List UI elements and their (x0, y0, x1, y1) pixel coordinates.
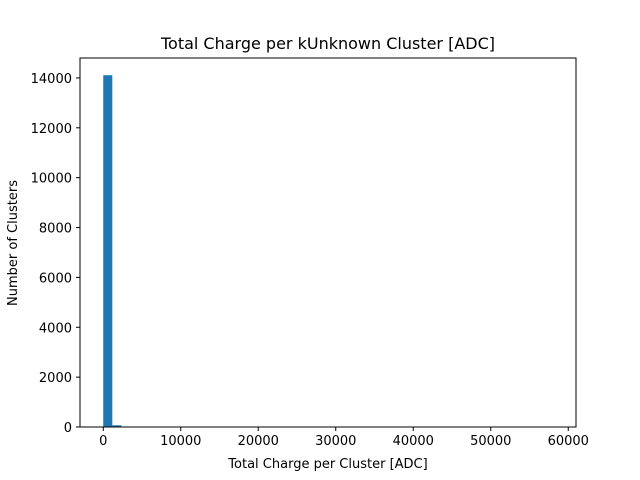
y-tick-label: 2000 (39, 371, 72, 386)
x-tick-label: 50000 (470, 434, 511, 449)
x-tick-label: 10000 (160, 434, 201, 449)
plot-frame (79, 57, 577, 428)
chart-title: Total Charge per kUnknown Cluster [ADC] (160, 34, 495, 53)
y-axis-ticks: 0 2000 4000 6000 8000 10000 12000 14000 (31, 72, 80, 436)
y-tick-label: 0 (64, 421, 72, 436)
y-axis-label: Number of Clusters (6, 180, 21, 306)
y-tick-label: 8000 (39, 222, 72, 237)
y-tick-label: 14000 (31, 72, 72, 87)
bars-group (103, 75, 140, 428)
x-tick-label: 0 (99, 434, 107, 449)
y-tick-label: 10000 (31, 172, 72, 187)
x-tick-label: 30000 (315, 434, 356, 449)
x-axis-ticks: 0 10000 20000 30000 40000 50000 60000 (99, 427, 589, 449)
x-tick-label: 20000 (238, 434, 279, 449)
x-tick-label: 60000 (548, 434, 589, 449)
y-tick-label: 6000 (39, 271, 72, 286)
x-tick-label: 40000 (393, 434, 434, 449)
y-tick-label: 12000 (31, 122, 72, 137)
x-axis-label: Total Charge per Cluster [ADC] (227, 457, 427, 472)
y-tick-label: 4000 (39, 321, 72, 336)
histogram-bar-1 (112, 425, 122, 427)
histogram-bar-0 (103, 75, 113, 428)
